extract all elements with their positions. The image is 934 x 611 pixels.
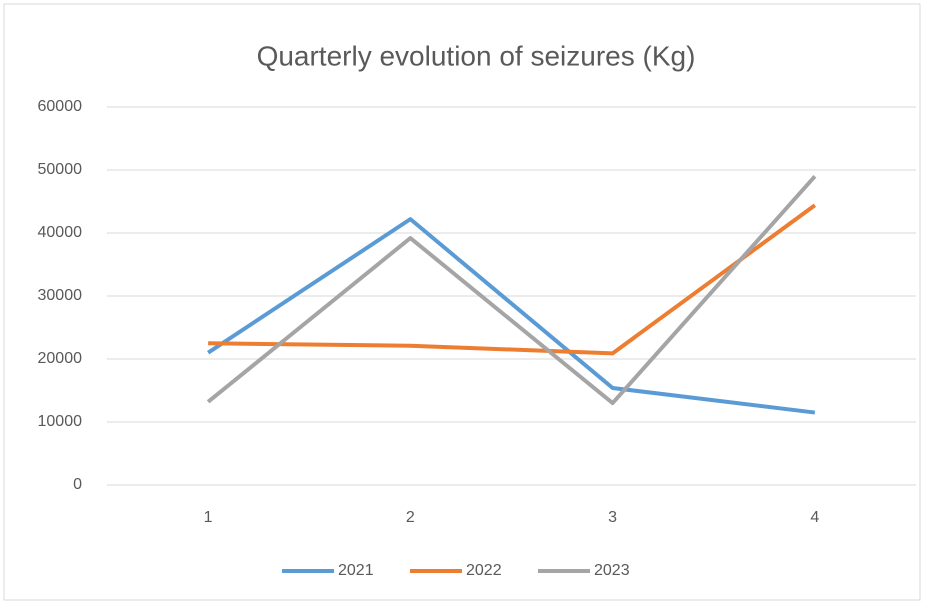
x-tick-label: 3 [608, 509, 617, 526]
line-series [206, 174, 817, 406]
y-tick-label: 60000 [38, 98, 83, 115]
legend-label: 2021 [338, 562, 374, 579]
y-tick-label: 30000 [38, 287, 83, 304]
line-series [208, 203, 817, 356]
x-tick-label: 2 [406, 509, 415, 526]
x-tick-label: 1 [204, 509, 213, 526]
y-tick-label: 40000 [38, 224, 83, 241]
chart-title: Quarterly evolution of seizures (Kg) [257, 40, 696, 71]
x-tick-label: 4 [810, 509, 819, 526]
y-tick-label: 10000 [38, 413, 83, 430]
chart-frame [3, 3, 921, 601]
y-tick-label: 20000 [38, 350, 83, 367]
legend-label: 2023 [594, 562, 630, 579]
legend-label: 2022 [466, 562, 502, 579]
line-series [207, 217, 816, 415]
y-tick-label: 0 [73, 476, 82, 493]
y-tick-label: 50000 [38, 161, 83, 178]
